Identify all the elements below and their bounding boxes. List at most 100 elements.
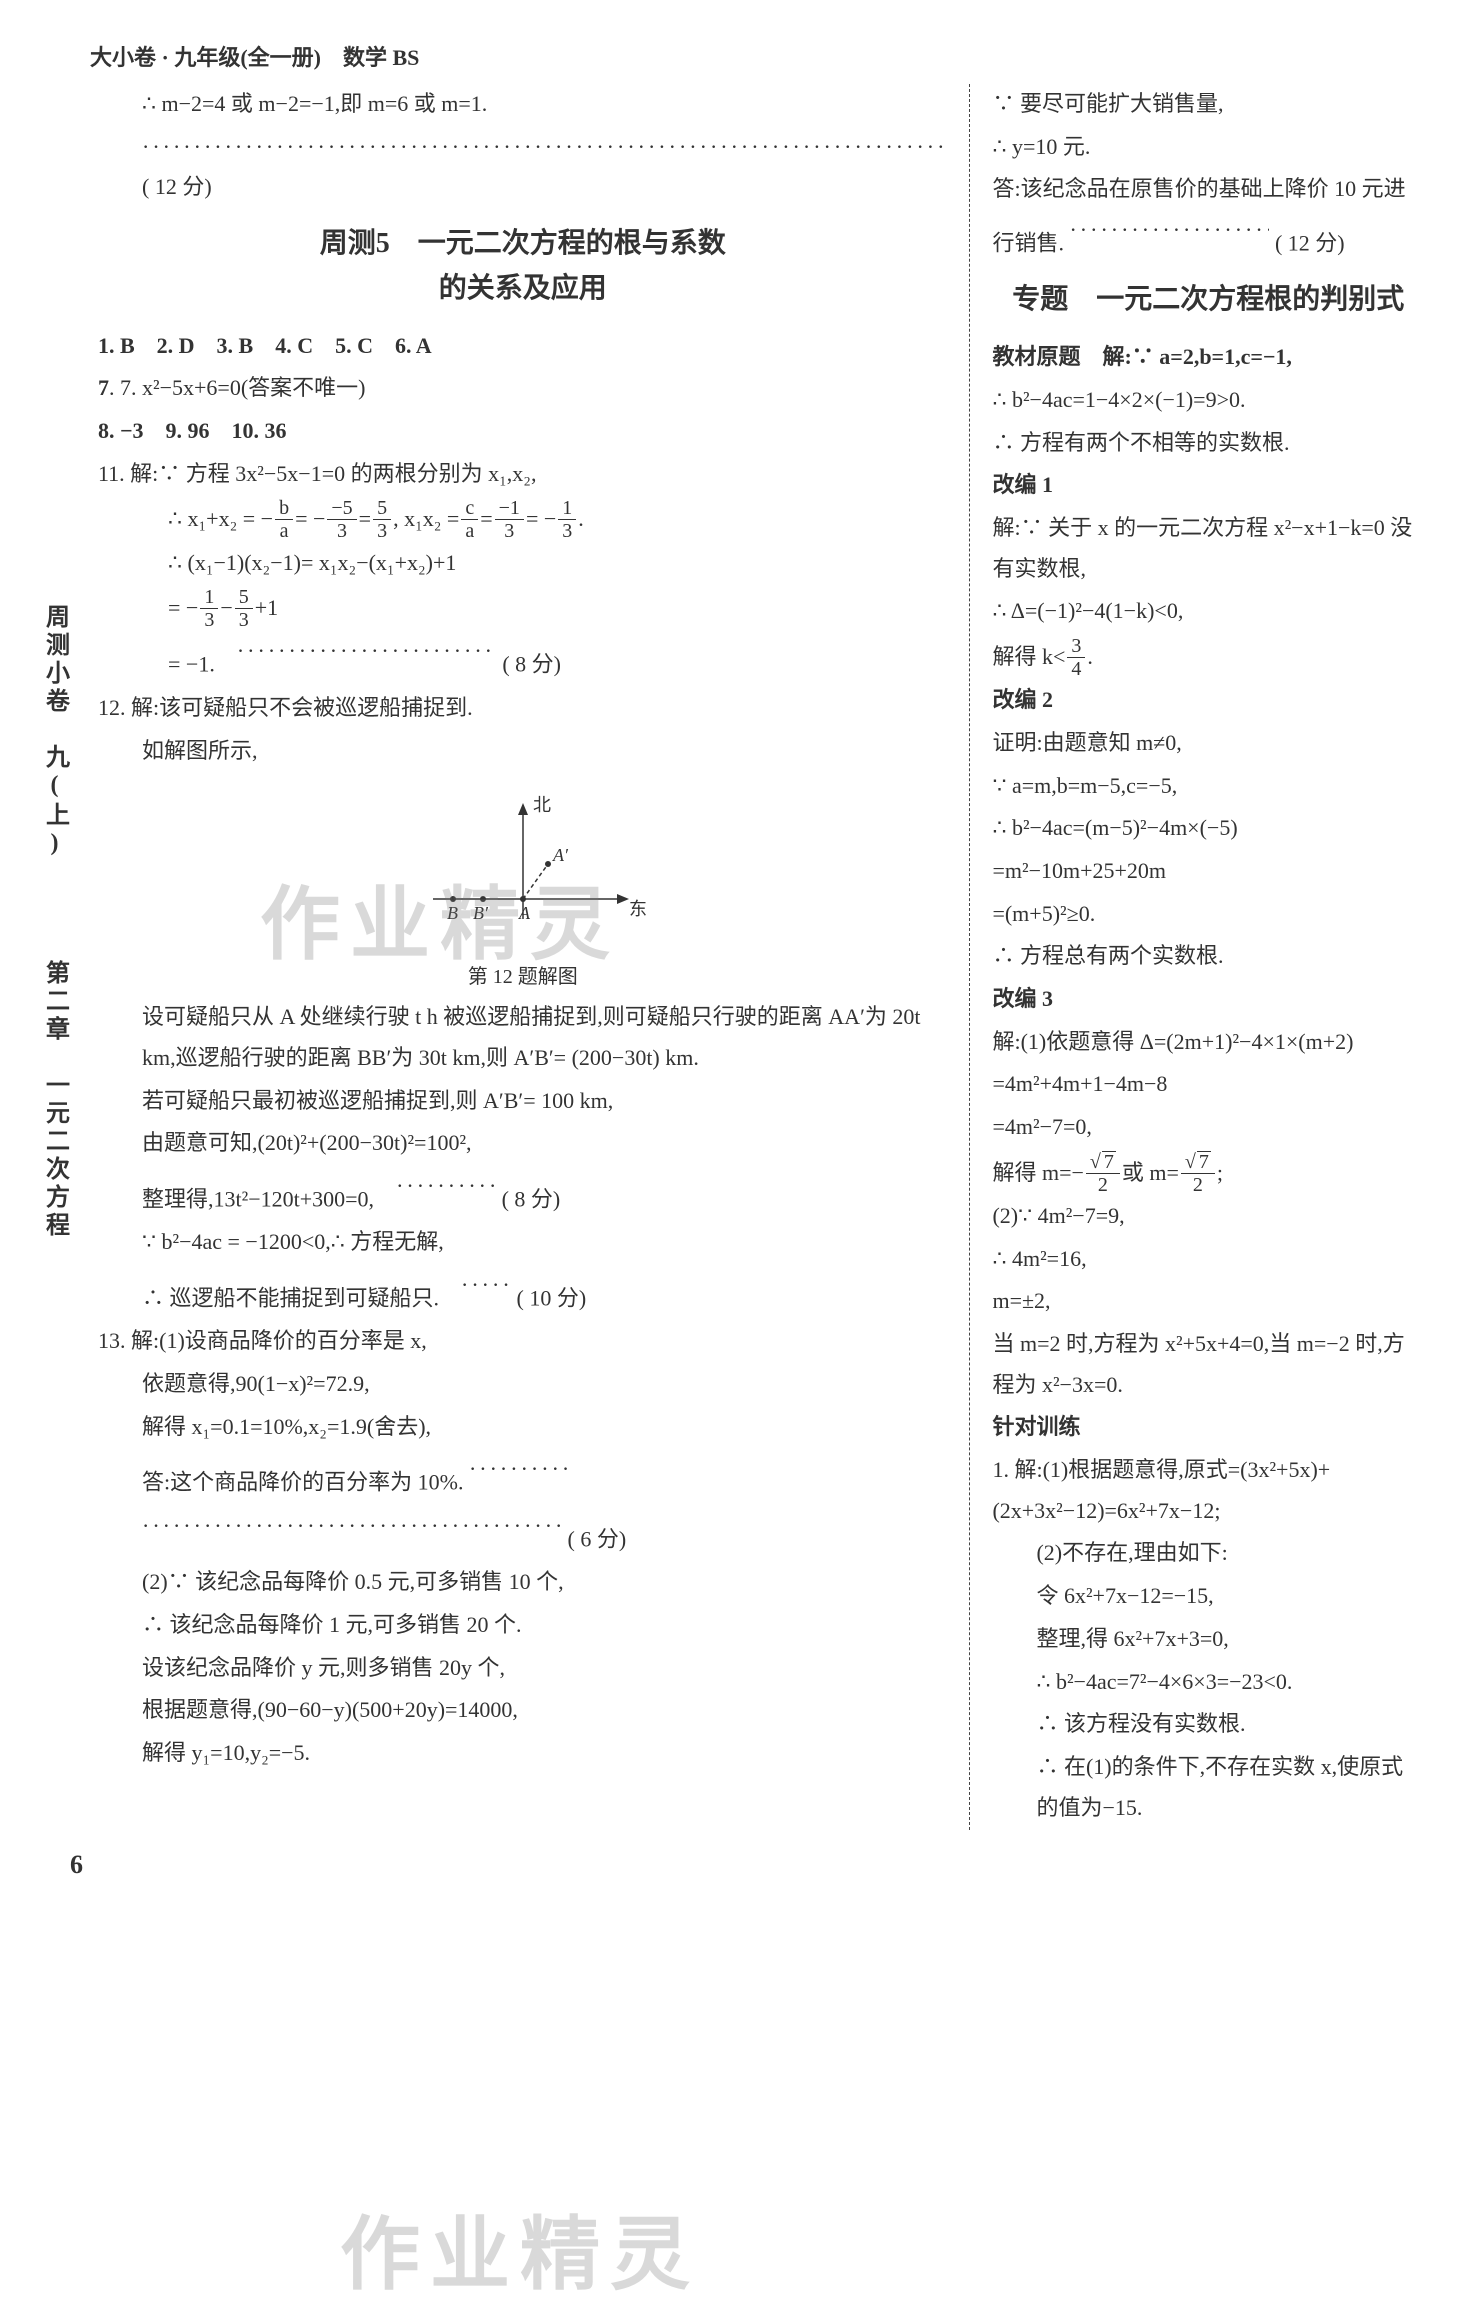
- text: = −1.: [168, 652, 215, 677]
- q12f: 整理得,13t²−120t+300=0, ( 8 分): [98, 1166, 947, 1220]
- q11d: = − 13 − 53 +1: [98, 585, 947, 631]
- side-label-2: 第二章 一元二次方程: [38, 960, 73, 1240]
- g3c: =4m²−7=0,: [992, 1107, 1424, 1148]
- g2e: =(m+5)²≥0.: [992, 894, 1424, 935]
- score: ( 8 分): [502, 652, 561, 677]
- side-labels: 周测小卷 九(上) 第二章 一元二次方程: [30, 84, 80, 1830]
- svg-text:A: A: [518, 903, 531, 923]
- r3: 答:该纪念品在原售价的基础上降价 10 元进行销售. ( 12 分): [992, 169, 1424, 264]
- tr1f: ∴ 该方程没有实数根.: [992, 1704, 1424, 1745]
- svg-text:北: 北: [533, 795, 551, 815]
- text: =: [480, 496, 492, 542]
- svg-text:A′: A′: [552, 845, 569, 865]
- text: =: [359, 496, 371, 542]
- fraction: 13: [200, 586, 218, 631]
- r1: ∵ 要尽可能扩大销售量,: [992, 84, 1424, 125]
- text: = −: [526, 496, 556, 542]
- svg-text:B′: B′: [473, 903, 489, 923]
- g1a: 解:∵ 关于 x 的一元二次方程 x²−x+1−k=0 没有实数根,: [992, 508, 1424, 589]
- text: ;: [1217, 1150, 1223, 1196]
- q11e: = −1. ( 8 分): [98, 631, 947, 685]
- g3a: 解:(1)依题意得 Δ=(2m+1)²−4×1×(m+2): [992, 1022, 1424, 1063]
- text: 整理得,13t²−120t+300=0,: [142, 1187, 374, 1212]
- q12a: 12. 解:该可疑船只不会被巡逻船捕捉到.: [98, 688, 947, 729]
- fraction: √72: [1181, 1150, 1215, 1196]
- q11-frac-line: ∴ x₁+x₂ = − ba = − −53 = 53 , x₁x₂ = ca …: [98, 496, 947, 542]
- tr1e: ∴ b²−4ac=7²−4×6×3=−23<0.: [992, 1662, 1424, 1703]
- tr1a: 1. 解:(1)根据题意得,原式=(3x²+5x)+(2x+3x²−12)=6x…: [992, 1450, 1424, 1531]
- tr1g: ∴ 在(1)的条件下,不存在实数 x,使原式的值为−15.: [992, 1747, 1424, 1828]
- tr1c: 令 6x²+7x−12=−15,: [992, 1576, 1424, 1617]
- score-line: ( 12 分): [98, 127, 947, 208]
- q13b: 依题意得,90(1−x)²=72.9,: [98, 1364, 947, 1405]
- t3: ∴ 方程有两个不相等的实数根.: [992, 423, 1424, 464]
- fraction: 13: [558, 497, 576, 542]
- text: 解得 m=−: [992, 1150, 1083, 1196]
- text: 答:这个商品降价的百分率为 10%.: [142, 1470, 463, 1495]
- section-title-right: 专题 一元二次方程根的判别式: [992, 278, 1424, 323]
- q13f: ∴ 该纪念品每降价 1 元,可多销售 20 个.: [98, 1605, 947, 1646]
- text: = −: [295, 496, 325, 542]
- page-number: 6: [70, 1850, 83, 1880]
- text: 解得 k<: [992, 634, 1065, 680]
- fraction: −13: [495, 497, 524, 542]
- score: ( 8 分): [502, 1187, 561, 1212]
- q7: 7. 7. x²−5x+6=0(答案不唯一): [98, 368, 947, 409]
- g3g: m=±2,: [992, 1281, 1424, 1322]
- q7-text: 7. x²−5x+6=0(答案不唯一): [120, 375, 365, 400]
- q12h: ∴ 巡逻船不能捕捉到可疑船只. ( 10 分): [98, 1265, 947, 1319]
- q12e: 由题意可知,(20t)²+(200−30t)²=100²,: [98, 1123, 947, 1164]
- q11c: ∴ (x₁−1)(x₂−1)= x₁x₂−(x₁+x₂)+1: [98, 543, 947, 584]
- text: = −: [168, 585, 198, 631]
- q11-line: 11. 解:∵ 方程 3x²−5x−1=0 的两根分别为 x₁,x₂,: [98, 454, 947, 495]
- fraction: 53: [235, 586, 253, 631]
- q12b: 如解图所示,: [98, 731, 947, 772]
- watermark: 作业精灵: [340, 2190, 700, 2306]
- answer-row: 1. B 2. D 3. B 4. C 5. C 6. A: [98, 326, 947, 367]
- r2: ∴ y=10 元.: [992, 127, 1424, 168]
- side-label-1: 周测小卷 九(上): [38, 604, 73, 860]
- g1-header: 改编 1: [992, 465, 1424, 506]
- g3d: 解得 m=− √72 或 m= √72 ;: [992, 1150, 1424, 1196]
- diagram-caption: 第 12 题解图: [98, 960, 947, 989]
- fraction: ca: [461, 497, 478, 542]
- fraction: ba: [275, 497, 293, 542]
- g2-header: 改编 2: [992, 680, 1424, 721]
- main-container: 周测小卷 九(上) 第二章 一元二次方程 ∴ m−2=4 或 m−2=−1,即 …: [30, 84, 1442, 1830]
- q13d: 答:这个商品降价的百分率为 10%.: [98, 1449, 947, 1503]
- column-divider: [969, 84, 970, 1830]
- text: ∴ x₁+x₂ = −: [168, 496, 273, 542]
- g2d: =m²−10m+25+20m: [992, 851, 1424, 892]
- q8910: 8. −3 9. 96 10. 36: [98, 411, 947, 452]
- q13i: 解得 y₁=10,y₂=−5.: [98, 1733, 947, 1774]
- score6-line: ( 6 分): [98, 1506, 947, 1560]
- score: ( 10 分): [517, 1286, 587, 1311]
- q13a: 13. 解:(1)设商品降价的百分率是 x,: [98, 1321, 947, 1362]
- fraction: 53: [373, 497, 391, 542]
- text: ∴ 巡逻船不能捕捉到可疑船只.: [142, 1286, 439, 1311]
- g2f: ∴ 方程总有两个实数根.: [992, 936, 1424, 977]
- title-line-1: 周测5 一元二次方程的根与系数: [98, 222, 947, 267]
- q13c: 解得 x₁=0.1=10%,x₂=1.9(舍去),: [98, 1407, 947, 1448]
- g3f: ∴ 4m²=16,: [992, 1239, 1424, 1280]
- g2b: ∵ a=m,b=m−5,c=−5,: [992, 766, 1424, 807]
- q13h: 根据题意得,(90−60−y)(500+20y)=14000,: [98, 1690, 947, 1731]
- svg-text:B: B: [447, 903, 458, 923]
- q12c: 设可疑船只从 A 处继续行驶 t h 被巡逻船捕捉到,则可疑船只行驶的距离 AA…: [98, 997, 947, 1078]
- g2a: 证明:由题意知 m≠0,: [992, 723, 1424, 764]
- text: , x₁x₂ =: [393, 496, 459, 542]
- g1b: ∴ Δ=(−1)²−4(1−k)<0,: [992, 591, 1424, 632]
- diagram-svg: 北 东 B B′ A A′: [393, 789, 653, 949]
- g2c: ∴ b²−4ac=(m−5)²−4m×(−5): [992, 808, 1424, 849]
- svg-text:东: 东: [629, 899, 647, 919]
- diagram: 北 东 B B′ A A′ 第 12 题解图: [98, 789, 947, 989]
- fraction: −53: [327, 497, 356, 542]
- g1c: 解得 k< 34 .: [992, 634, 1424, 680]
- text: .: [578, 496, 584, 542]
- fraction: 34: [1067, 635, 1085, 680]
- text: .: [1087, 634, 1093, 680]
- score: ( 12 分): [1275, 231, 1345, 256]
- right-column: ∵ 要尽可能扩大销售量, ∴ y=10 元. 答:该纪念品在原售价的基础上降价 …: [974, 84, 1442, 1830]
- g3e: (2)∵ 4m²−7=9,: [992, 1196, 1424, 1237]
- text: −: [220, 585, 232, 631]
